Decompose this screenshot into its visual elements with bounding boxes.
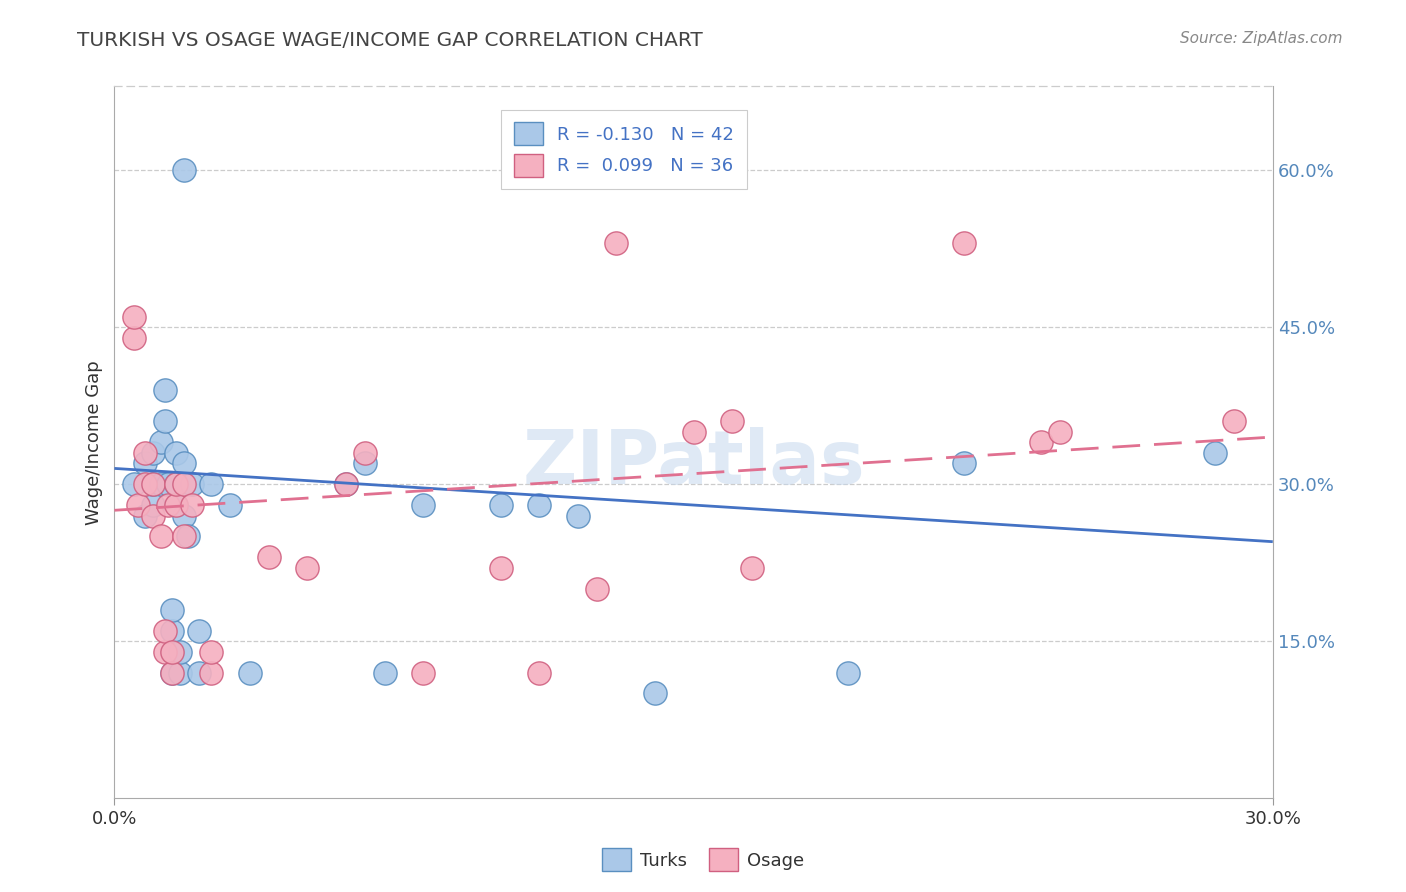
Point [527,665,550,680]
Point [953,236,976,251]
Point [412,665,434,680]
Text: TURKISH VS OSAGE WAGE/INCOME GAP CORRELATION CHART: TURKISH VS OSAGE WAGE/INCOME GAP CORRELA… [77,31,703,50]
Point [335,477,357,491]
Point [162,665,184,680]
Point [335,477,357,491]
Point [180,477,202,491]
Point [188,624,211,638]
Point [1049,425,1071,439]
Point [1029,435,1052,450]
Point [165,477,187,491]
Point [173,456,195,470]
Point [142,508,165,523]
Point [153,644,176,658]
Point [173,529,195,543]
Point [1204,446,1226,460]
Point [142,498,165,512]
Point [165,446,187,460]
Point [122,477,145,491]
Point [180,498,202,512]
Point [188,665,211,680]
Point [169,644,191,658]
Point [1223,414,1246,428]
Point [134,456,156,470]
Point [162,644,184,658]
Point [134,446,156,460]
Point [586,582,609,596]
Point [567,508,589,523]
Point [173,163,195,178]
Point [721,414,744,428]
Point [157,477,180,491]
Point [527,498,550,512]
Point [953,456,976,470]
Text: Source: ZipAtlas.com: Source: ZipAtlas.com [1180,31,1343,46]
Point [489,561,512,575]
Point [122,330,145,344]
Point [238,665,260,680]
Point [489,498,512,512]
Point [605,236,627,251]
Point [682,425,704,439]
Point [153,624,176,638]
Point [149,529,172,543]
Point [165,498,187,512]
Point [354,446,377,460]
Legend: Turks, Osage: Turks, Osage [595,841,811,879]
Point [127,498,149,512]
Point [134,508,156,523]
Point [200,665,222,680]
Point [134,477,156,491]
Point [741,561,763,575]
Point [173,508,195,523]
Point [149,477,172,491]
Point [122,310,145,324]
Point [162,644,184,658]
Point [149,435,172,450]
Point [177,529,200,543]
Point [153,414,176,428]
Point [412,498,434,512]
Point [162,624,184,638]
Point [354,456,377,470]
Point [142,477,165,491]
Point [142,446,165,460]
Point [173,477,195,491]
Point [200,477,222,491]
Point [165,477,187,491]
Point [165,498,187,512]
Point [257,550,280,565]
Point [297,561,319,575]
Legend: R = -0.130   N = 42, R =  0.099   N = 36: R = -0.130 N = 42, R = 0.099 N = 36 [502,110,747,189]
Point [157,498,180,512]
Point [374,665,396,680]
Point [219,498,242,512]
Point [173,477,195,491]
Point [644,686,666,700]
Point [837,665,859,680]
Text: ZIPatlas: ZIPatlas [522,427,865,500]
Point [162,665,184,680]
Point [153,383,176,397]
Point [169,665,191,680]
Y-axis label: Wage/Income Gap: Wage/Income Gap [86,359,103,524]
Point [142,477,165,491]
Point [162,603,184,617]
Point [200,644,222,658]
